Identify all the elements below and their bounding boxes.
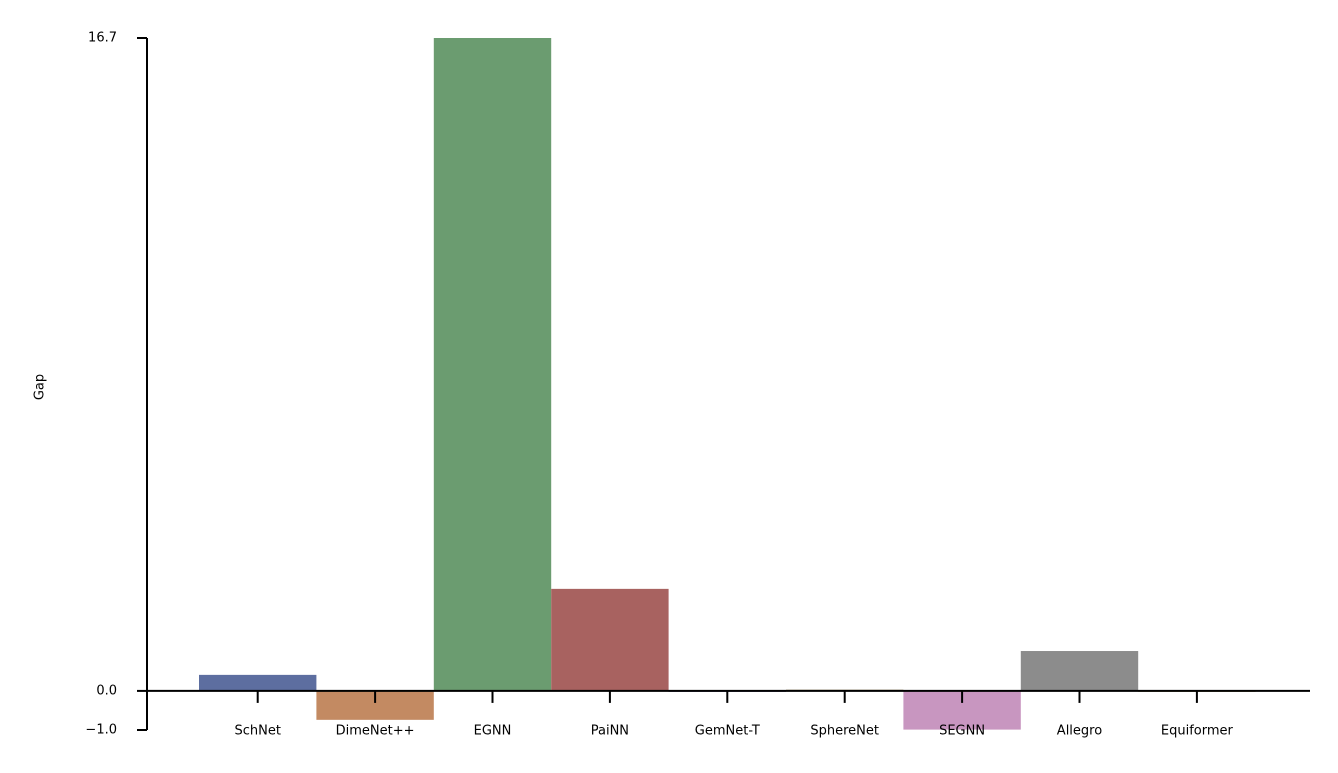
y-tick-label: −1.0 [85,723,117,738]
bar [1020,651,1139,691]
bar [199,674,317,691]
x-tick-label: SEGNN [939,724,985,739]
x-tick-label: DimeNet++ [336,724,415,739]
bar [551,588,669,691]
y-tick-label: 0.0 [96,683,117,698]
x-tick-label: EGNN [474,724,512,739]
x-tick-label: PaiNN [591,724,629,739]
y-tick-label: 16.7 [88,31,117,46]
x-tick-label: Allegro [1057,724,1102,739]
x-tick-label: GemNet-T [695,724,760,739]
x-tick-label: SphereNet [810,724,879,739]
x-tick-label: Equiformer [1161,724,1234,739]
bar [433,38,552,691]
x-tick-label: SchNet [234,724,280,739]
y-axis-label: Gap [33,374,48,400]
